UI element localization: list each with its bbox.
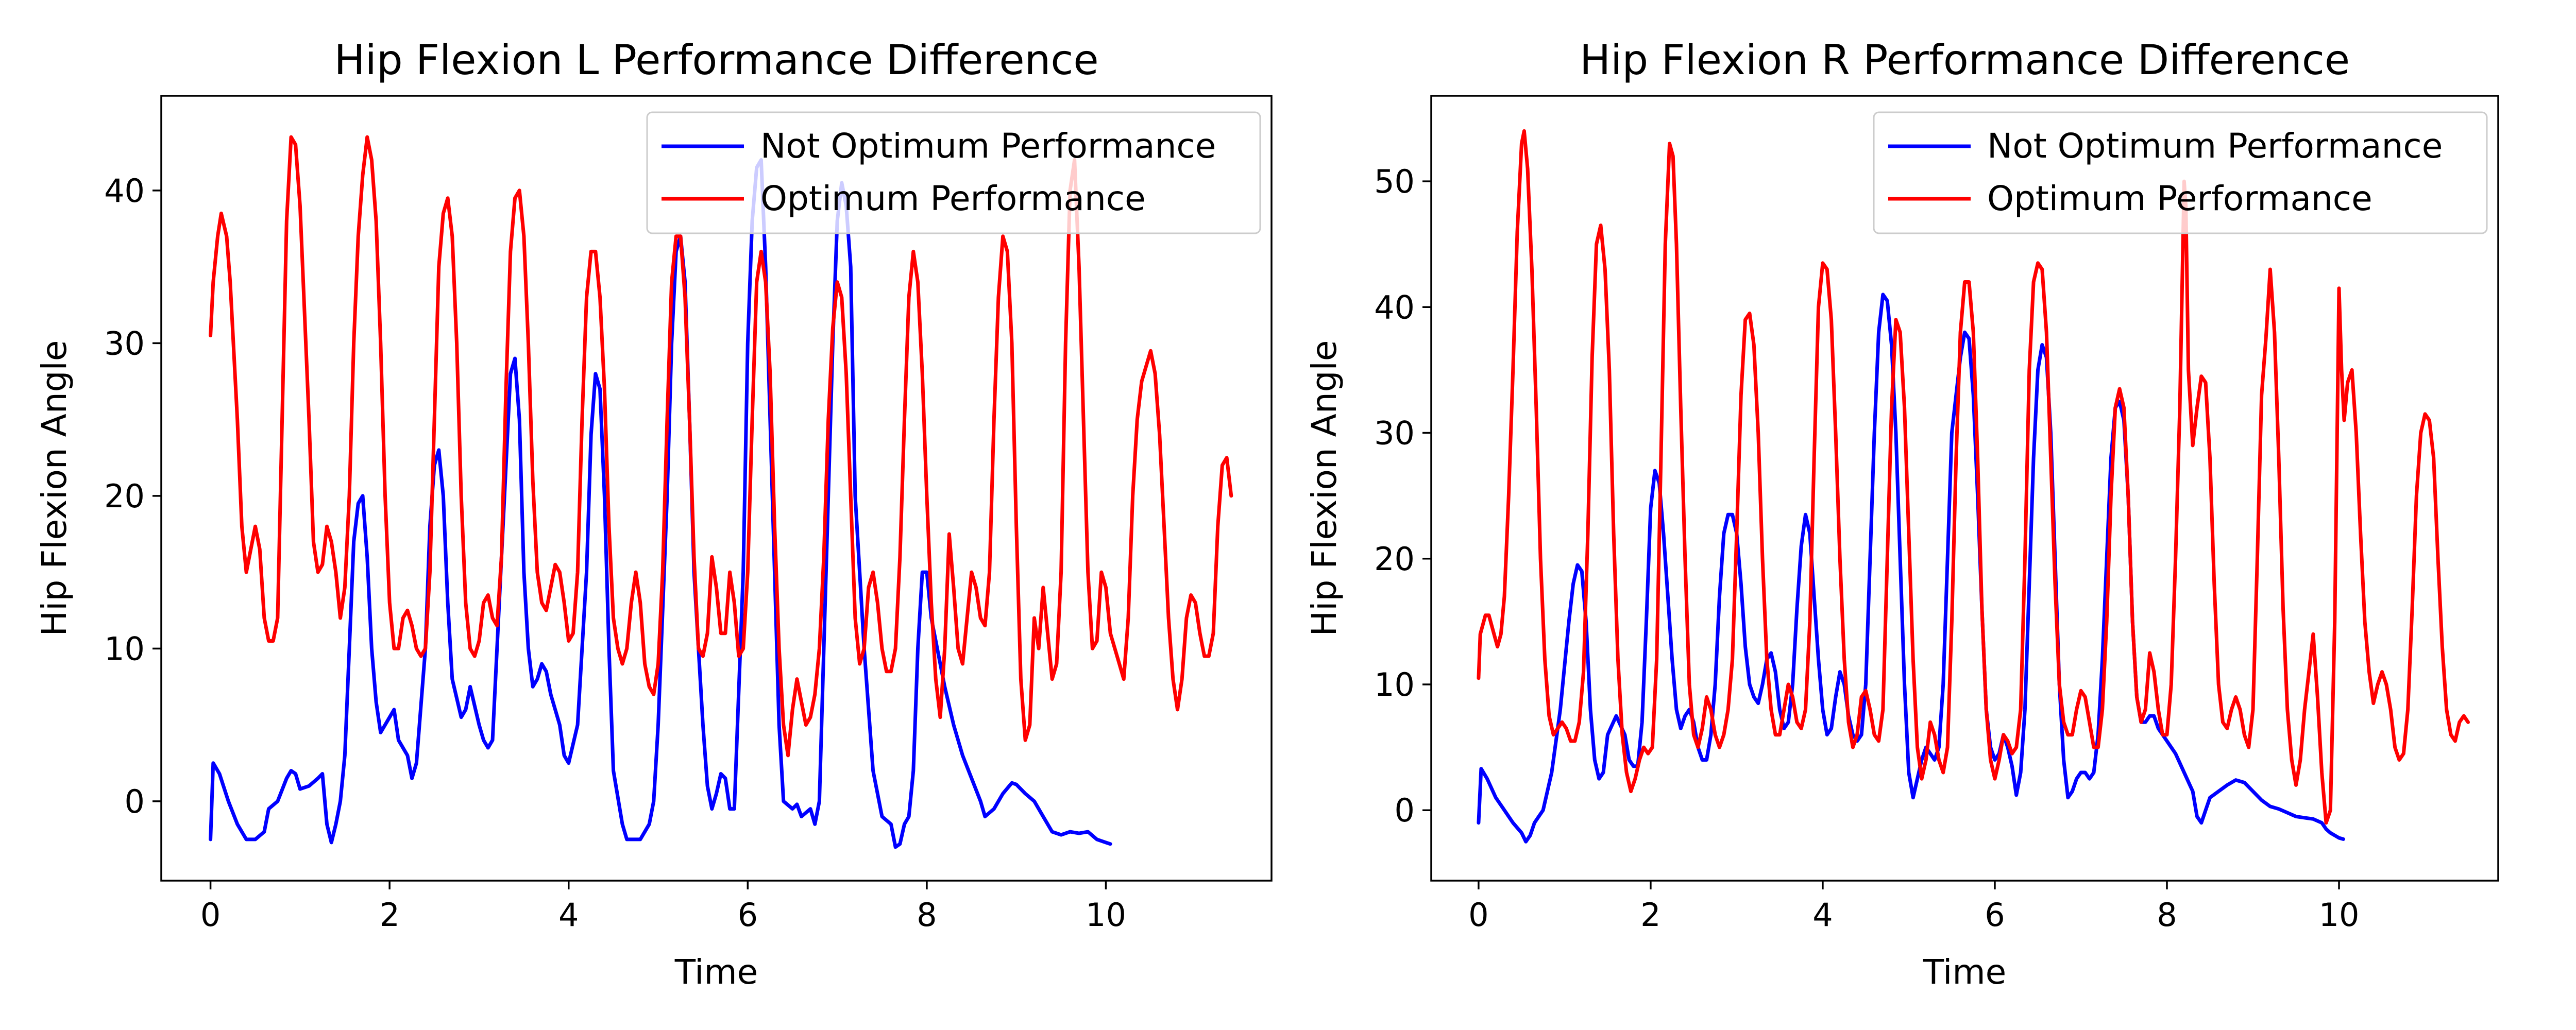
left-plot-area: [209, 135, 1233, 849]
left-y-axis-label: Hip Flexion Angle: [35, 340, 74, 637]
left-x-tick-label: 6: [738, 896, 758, 934]
right-axes-frame: [1430, 95, 2499, 882]
right-y-ticks: 0 10 20 30 40 50: [1374, 163, 1431, 829]
left-series-optimum-line: [209, 135, 1233, 758]
right-plot-area: [1477, 129, 2470, 844]
right-x-tick-label: 4: [1812, 896, 1833, 934]
right-legend-box: [1873, 111, 2488, 234]
left-x-axis-label: Time: [674, 952, 758, 992]
left-axes-frame: [160, 95, 1273, 882]
right-chart-title: Hip Flexion R Performance Difference: [1580, 36, 2350, 84]
left-y-tick-label: 40: [104, 172, 145, 210]
left-x-tick-label: 0: [200, 896, 221, 934]
right-legend: Not Optimum Performance Optimum Performa…: [1873, 111, 2488, 234]
left-x-tick-label: 2: [379, 896, 399, 934]
left-x-ticks: 0 2 4 6 8 10: [200, 881, 1126, 934]
right-legend-label-not-optimum: Not Optimum Performance: [1987, 126, 2443, 166]
right-x-tick-label: 0: [1468, 896, 1488, 934]
right-y-tick-label: 0: [1395, 792, 1415, 829]
left-legend: Not Optimum Performance Optimum Performa…: [646, 111, 1261, 234]
left-legend-box: [646, 111, 1261, 234]
left-y-tick-label: 30: [104, 324, 145, 362]
right-x-tick-label: 10: [2319, 896, 2360, 934]
right-y-axis-label: Hip Flexion Angle: [1304, 340, 1344, 637]
left-legend-label-not-optimum: Not Optimum Performance: [760, 126, 1216, 166]
left-x-tick-label: 10: [1086, 896, 1126, 934]
right-y-tick-label: 30: [1374, 415, 1415, 452]
right-y-tick-label: 50: [1374, 163, 1415, 200]
left-chart-title: Hip Flexion L Performance Difference: [334, 36, 1098, 84]
left-y-tick-label: 20: [104, 477, 145, 515]
right-y-tick-label: 10: [1374, 666, 1415, 703]
right-x-axis-label: Time: [1923, 952, 2007, 992]
left-legend-label-optimum: Optimum Performance: [760, 179, 1146, 218]
right-series-optimum-line: [1477, 129, 2470, 825]
left-x-tick-label: 4: [558, 896, 579, 934]
left-y-tick-label: 0: [125, 783, 145, 820]
left-y-ticks: 0 10 20 30 40: [104, 172, 161, 820]
left-y-tick-label: 10: [104, 630, 145, 667]
right-x-tick-label: 8: [2157, 896, 2177, 934]
right-x-tick-label: 6: [1985, 896, 2005, 934]
right-subplot: Hip Flexion R Performance Difference Hip…: [1304, 36, 2499, 992]
right-y-tick-label: 20: [1374, 540, 1415, 578]
right-y-tick-label: 40: [1374, 288, 1415, 326]
left-x-tick-label: 8: [917, 896, 937, 934]
right-x-ticks: 0 2 4 6 8 10: [1468, 881, 2359, 934]
right-x-tick-label: 2: [1640, 896, 1660, 934]
left-subplot: Hip Flexion L Performance Difference Hip…: [35, 36, 1273, 992]
right-legend-label-optimum: Optimum Performance: [1987, 179, 2372, 218]
left-series-not-optimum-line: [209, 158, 1112, 849]
